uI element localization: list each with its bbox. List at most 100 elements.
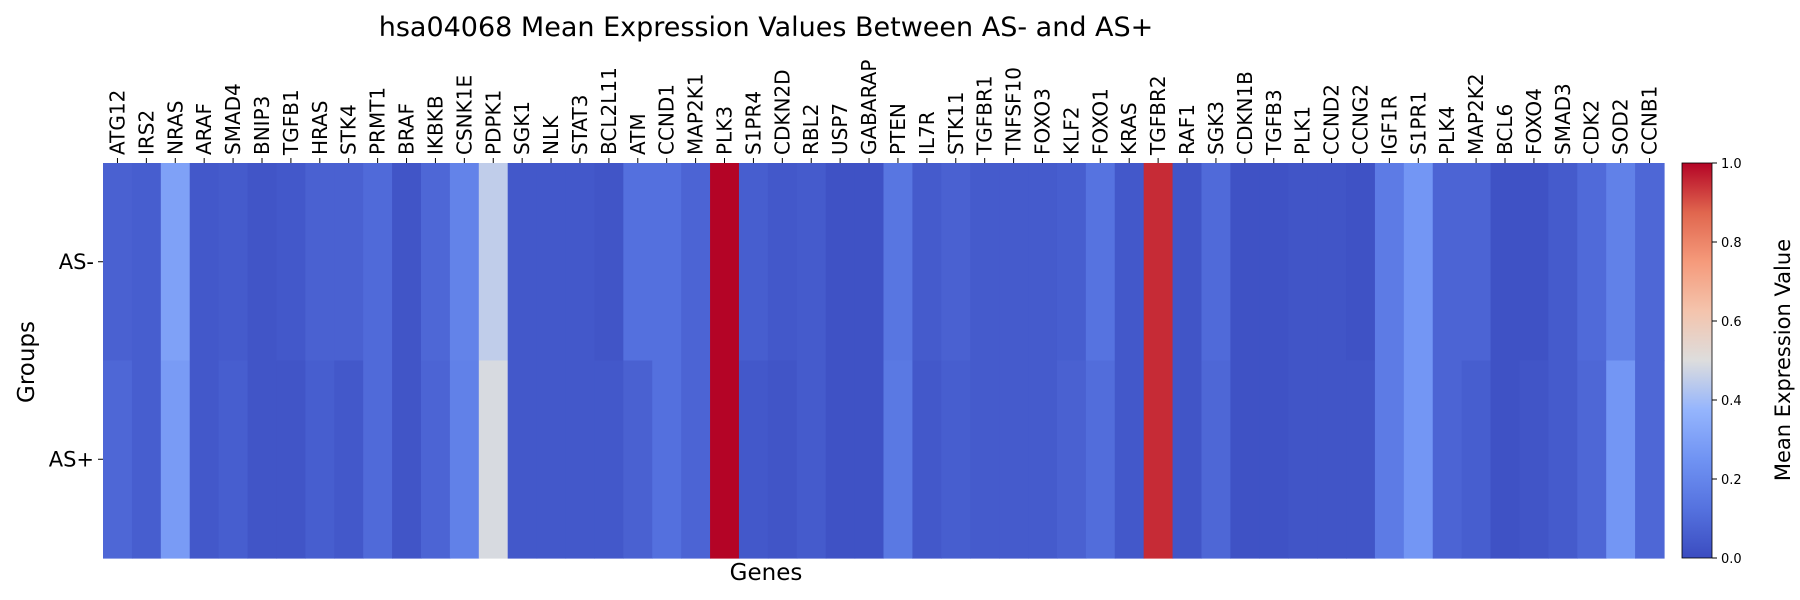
column-label: PDPK1	[481, 90, 505, 155]
column-label: ATM	[626, 113, 650, 155]
column-label: CCNG2	[1348, 84, 1372, 155]
heatmap-cell	[970, 163, 1000, 362]
column-label: BCL2L11	[597, 67, 621, 155]
heatmap-cell	[1548, 163, 1578, 362]
heatmap-cell	[1085, 163, 1116, 362]
column-label: NRAS	[163, 101, 187, 155]
heatmap-cell	[767, 163, 798, 362]
heatmap-cell	[1346, 163, 1376, 362]
column-label: S1PR1	[1406, 91, 1430, 155]
column-label: ATG12	[105, 90, 129, 155]
column-label: IRS2	[134, 110, 158, 155]
heatmap-cell	[1403, 360, 1434, 559]
heatmap-cell	[478, 163, 509, 362]
row-label: AS+	[49, 447, 94, 471]
heatmap-cell	[1432, 360, 1463, 559]
heatmap-cell	[103, 163, 133, 362]
column-label: KRAS	[1117, 102, 1141, 155]
heatmap-cell	[1230, 360, 1260, 559]
column-labels: ATG12 IRS2 NRAS ARAF SMAD4 BNIP3 TGFB1 HRAS STK4…	[105, 60, 1662, 163]
heatmap-cell	[1374, 163, 1405, 362]
column-label: CSNK1E	[452, 75, 476, 155]
heatmap-cell	[420, 163, 451, 362]
heatmap-cell	[392, 360, 422, 559]
column-label: FOXO4	[1522, 88, 1546, 155]
heatmap-cell	[1432, 163, 1463, 362]
column-label: CDK2	[1580, 100, 1604, 155]
heatmap-cell	[449, 360, 480, 559]
column-label: CDKN2D	[770, 69, 794, 155]
heatmap-cell	[1028, 163, 1058, 362]
heatmap-cell	[1056, 360, 1087, 559]
heatmap-cell	[825, 163, 856, 362]
column-label: MAP2K2	[1464, 73, 1488, 155]
heatmap-cell	[1403, 163, 1434, 362]
heatmap-cell	[507, 163, 538, 362]
heatmap-cell	[767, 360, 798, 559]
heatmap-cell	[1201, 360, 1231, 559]
heatmap-cells	[103, 163, 1665, 559]
row-labels: AS- AS+	[49, 250, 103, 471]
heatmap-cell	[536, 360, 567, 559]
heatmap-cell	[1635, 360, 1665, 559]
heatmap-cell	[1490, 360, 1521, 559]
heatmap-cell	[912, 360, 942, 559]
column-label: TNFSF10	[1002, 67, 1026, 156]
heatmap-cell	[623, 360, 653, 559]
column-label: STK11	[944, 92, 968, 155]
column-label: NLK	[539, 115, 563, 155]
heatmap-cell	[1172, 360, 1203, 559]
heatmap-cell	[247, 360, 278, 559]
heatmap-cell	[1028, 360, 1058, 559]
column-label: IL7R	[915, 111, 939, 155]
column-label: HRAS	[308, 100, 332, 155]
heatmap-cell	[276, 360, 306, 559]
column-label: SMAD3	[1551, 83, 1575, 155]
heatmap-cell	[305, 360, 335, 559]
heatmap-cell	[189, 163, 220, 362]
heatmap-cell	[1635, 163, 1665, 362]
column-label: RBL2	[799, 104, 823, 155]
heatmap-cell	[854, 360, 885, 559]
heatmap-cell	[160, 163, 191, 362]
heatmap-cell	[392, 163, 422, 362]
column-label: MAP2K1	[684, 73, 708, 155]
heatmap-cell	[1461, 360, 1492, 559]
heatmap-cell	[883, 163, 914, 362]
heatmap-cell	[825, 360, 856, 559]
colorbar-label: Mean Expression Value	[1771, 239, 1795, 481]
heatmap-cell	[1461, 163, 1492, 362]
column-label: STK4	[337, 104, 361, 155]
heatmap-cell	[970, 360, 1000, 559]
heatmap-cell	[710, 360, 740, 559]
column-label: KLF2	[1059, 107, 1083, 156]
heatmap-cell	[565, 163, 596, 362]
heatmap-cell	[652, 360, 682, 559]
chart-title: hsa04068 Mean Expression Values Between …	[379, 12, 1154, 43]
column-label: CCNB1	[1638, 86, 1662, 155]
column-label: TGFB3	[1262, 89, 1286, 156]
heatmap-cell	[1259, 360, 1289, 559]
heatmap-cell	[854, 163, 885, 362]
colorbar-tick-label: 1.0	[1721, 157, 1742, 172]
heatmap-cell	[1201, 163, 1231, 362]
column-label: FOXO3	[1030, 88, 1054, 155]
heatmap-cell	[1056, 163, 1087, 362]
colorbar-tick-label: 0.0	[1721, 552, 1742, 567]
column-label: BRAF	[395, 103, 419, 155]
heatmap-cell	[594, 360, 624, 559]
heatmap-cell	[1374, 360, 1405, 559]
heatmap-cell	[1085, 360, 1116, 559]
column-label: FOXO1	[1088, 88, 1112, 155]
column-label: PLK4	[1435, 106, 1459, 155]
column-label: S1PR4	[741, 91, 765, 155]
heatmap-cell	[218, 360, 249, 559]
heatmap-cell	[1317, 163, 1347, 362]
heatmap-cell	[1114, 163, 1145, 362]
heatmap-cell	[999, 163, 1029, 362]
heatmap-cell	[1143, 360, 1174, 559]
heatmap-cell	[247, 163, 278, 362]
heatmap-cell	[131, 360, 162, 559]
colorbar-tick-label: 0.6	[1721, 315, 1742, 330]
column-label: TGFBR1	[973, 75, 997, 156]
